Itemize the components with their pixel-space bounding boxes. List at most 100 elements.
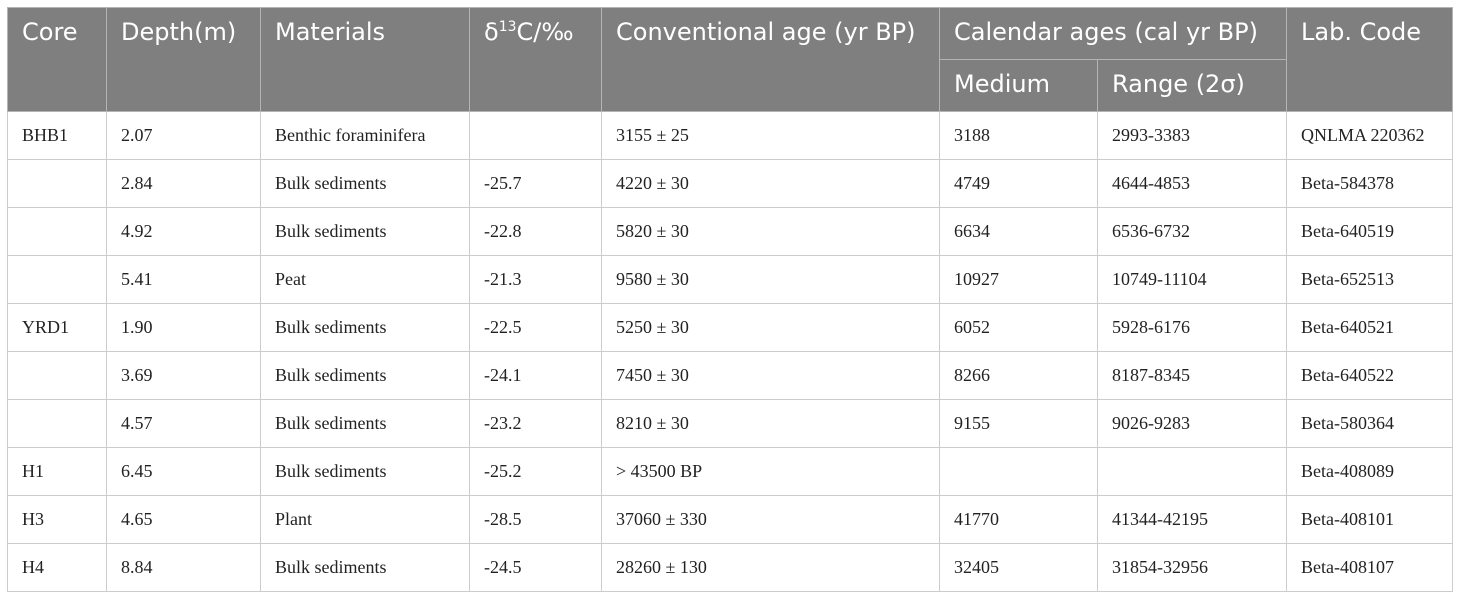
cell-calendar-range: 8187-8345: [1096, 351, 1288, 400]
table-row: 3.69 Bulk sediments -24.1 7450 ± 30 8266 8187…: [7, 351, 1454, 400]
table-row: 4.57 Bulk sediments -23.2 8210 ± 30 9155 9026…: [7, 399, 1454, 448]
table-row: 4.92 Bulk sediments -22.8 5820 ± 30 6634 6536…: [7, 207, 1454, 256]
cell-lab-code: Beta-652513: [1286, 255, 1454, 304]
cell-conventional-age: 5820 ± 30: [601, 207, 940, 256]
header-row-main: Core Depth(m) Materials δ13C/‰ Conventio…: [7, 7, 1454, 112]
cell-conventional-age: 28260 ± 130: [601, 543, 940, 592]
cell-calendar-medium: 6634: [939, 207, 1098, 256]
cell-conventional-age: 5250 ± 30: [601, 303, 940, 352]
table-row: 5.41 Peat -21.3 9580 ± 30 10927 10749-11104 Be…: [7, 255, 1454, 304]
cell-calendar-medium: 9155: [939, 399, 1098, 448]
cell-depth: 6.45: [106, 447, 261, 496]
cell-conventional-age: > 43500 BP: [601, 447, 940, 496]
cell-lab-code: Beta-408101: [1286, 495, 1454, 544]
header-core: Core: [7, 7, 107, 112]
cell-delta13c: -28.5: [469, 495, 602, 544]
cell-core: [7, 207, 107, 256]
delta-unit: C/‰: [516, 18, 574, 46]
header-medium: Medium: [939, 59, 1098, 112]
cell-delta13c: -23.2: [469, 399, 602, 448]
cell-depth: 8.84: [106, 543, 261, 592]
table-row: H1 6.45 Bulk sediments -25.2 > 43500 BP Beta-…: [7, 447, 1454, 496]
cell-calendar-range: 4644-4853: [1096, 159, 1288, 208]
cell-core: H3: [7, 495, 107, 544]
cell-calendar-range: 5928-6176: [1096, 303, 1288, 352]
cell-core: YRD1: [7, 303, 107, 352]
cell-depth: 4.65: [106, 495, 261, 544]
cell-lab-code: Beta-580364: [1286, 399, 1454, 448]
cell-lab-code: Beta-408089: [1286, 447, 1454, 496]
cell-calendar-medium: 32405: [939, 543, 1098, 592]
header-delta13c: δ13C/‰: [469, 7, 602, 112]
cell-calendar-range: 9026-9283: [1096, 399, 1288, 448]
cell-material: Bulk sediments: [260, 159, 470, 208]
cell-calendar-medium: 3188: [939, 111, 1098, 160]
cell-conventional-age: 37060 ± 330: [601, 495, 940, 544]
cell-calendar-range: 10749-11104: [1096, 255, 1288, 304]
cell-depth: 4.57: [106, 399, 261, 448]
cell-calendar-medium: 6052: [939, 303, 1098, 352]
cell-lab-code: Beta-584378: [1286, 159, 1454, 208]
cell-conventional-age: 9580 ± 30: [601, 255, 940, 304]
cell-depth: 5.41: [106, 255, 261, 304]
cell-core: H1: [7, 447, 107, 496]
cell-core: [7, 399, 107, 448]
cell-delta13c: -22.5: [469, 303, 602, 352]
table-header: Core Depth(m) Materials δ13C/‰ Conventio…: [7, 7, 1454, 112]
cell-lab-code: Beta-640521: [1286, 303, 1454, 352]
cell-delta13c: -22.8: [469, 207, 602, 256]
header-lab-code: Lab. Code: [1286, 7, 1454, 112]
cell-depth: 4.92: [106, 207, 261, 256]
cell-conventional-age: 4220 ± 30: [601, 159, 940, 208]
delta-superscript: 13: [498, 19, 517, 35]
cell-core: [7, 351, 107, 400]
cell-conventional-age: 8210 ± 30: [601, 399, 940, 448]
cell-delta13c: -24.1: [469, 351, 602, 400]
cell-calendar-range: 2993-3383: [1096, 111, 1288, 160]
table-row: YRD1 1.90 Bulk sediments -22.5 5250 ± 30 6052…: [7, 303, 1454, 352]
cell-delta13c: -25.7: [469, 159, 602, 208]
cell-material: Bulk sediments: [260, 303, 470, 352]
cell-calendar-range: 41344-42195: [1096, 495, 1288, 544]
cell-core: H4: [7, 543, 107, 592]
table-row: H3 4.65 Plant -28.5 37060 ± 330 41770 41344-42…: [7, 495, 1454, 544]
cell-calendar-range: 6536-6732: [1096, 207, 1288, 256]
cell-lab-code: QNLMA 220362: [1286, 111, 1454, 160]
cell-depth: 2.84: [106, 159, 261, 208]
cell-lab-code: Beta-640522: [1286, 351, 1454, 400]
cell-material: Peat: [260, 255, 470, 304]
cell-core: [7, 159, 107, 208]
cell-calendar-range: 31854-32956: [1096, 543, 1288, 592]
cell-material: Bulk sediments: [260, 543, 470, 592]
cell-depth: 1.90: [106, 303, 261, 352]
cell-calendar-range: [1096, 447, 1288, 496]
cell-material: Bulk sediments: [260, 447, 470, 496]
cell-calendar-medium: 41770: [939, 495, 1098, 544]
cell-material: Bulk sediments: [260, 399, 470, 448]
cell-delta13c: [469, 111, 602, 160]
cell-material: Bulk sediments: [260, 207, 470, 256]
cell-calendar-medium: 4749: [939, 159, 1098, 208]
header-range: Range (2σ): [1096, 59, 1288, 112]
table-row: H4 8.84 Bulk sediments -24.5 28260 ± 130 3240…: [7, 543, 1454, 592]
cell-material: Plant: [260, 495, 470, 544]
table-row: 2.84 Bulk sediments -25.7 4220 ± 30 4749 4644…: [7, 159, 1454, 208]
cell-delta13c: -21.3: [469, 255, 602, 304]
table-body: BHB1 2.07 Benthic foraminifera 3155 ± 25 318…: [7, 111, 1454, 592]
cell-core: BHB1: [7, 111, 107, 160]
cell-delta13c: -24.5: [469, 543, 602, 592]
cell-conventional-age: 7450 ± 30: [601, 351, 940, 400]
header-materials: Materials: [260, 7, 470, 112]
delta-symbol: δ: [484, 18, 499, 46]
radiocarbon-dating-table: Core Depth(m) Materials δ13C/‰ Conventio…: [7, 7, 1454, 592]
header-conventional-age: Conventional age (yr BP): [601, 7, 940, 112]
cell-calendar-medium: 8266: [939, 351, 1098, 400]
header-depth: Depth(m): [106, 7, 261, 112]
cell-lab-code: Beta-640519: [1286, 207, 1454, 256]
cell-delta13c: -25.2: [469, 447, 602, 496]
cell-core: [7, 255, 107, 304]
header-calendar-ages: Calendar ages (cal yr BP): [938, 7, 1288, 60]
cell-calendar-medium: 10927: [939, 255, 1098, 304]
cell-material: Benthic foraminifera: [260, 111, 470, 160]
table-row: BHB1 2.07 Benthic foraminifera 3155 ± 25 318…: [7, 111, 1454, 160]
